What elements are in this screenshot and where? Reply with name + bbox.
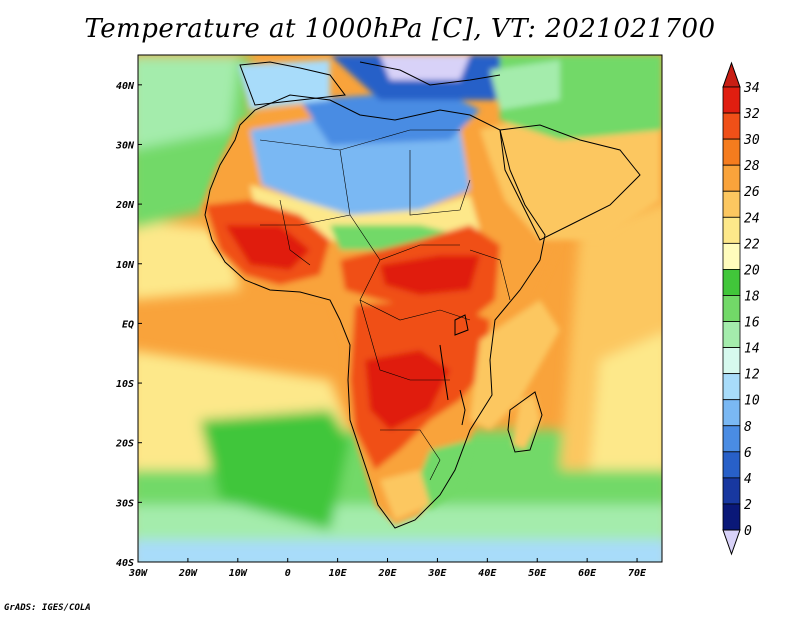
lon-tick-label: 70E (628, 568, 647, 579)
lat-tick-label: 10N (116, 260, 135, 271)
colorbar-label: 14 (744, 342, 760, 357)
colorbar-label: 0 (744, 524, 752, 539)
europe-coldest-zone (380, 55, 470, 80)
border-horn (469, 249, 511, 301)
border-west-africa (279, 199, 311, 266)
colorbar-segment (722, 86, 741, 114)
colorbar-under-triangle (722, 529, 741, 556)
colorbar-segment (722, 477, 741, 505)
land-temperature (200, 55, 662, 525)
lon-tick-label: 20E (377, 568, 397, 579)
lon-tick-label: 30E (427, 568, 447, 579)
country-borders (259, 129, 511, 481)
colorbar-segment (722, 269, 741, 296)
benguela-cool-zone (200, 410, 350, 530)
colorbar-segment (722, 503, 741, 531)
colorbar-label: 16 (744, 316, 760, 331)
southern-coldest-band (138, 540, 662, 562)
sahel-green-band (330, 225, 460, 250)
lon-tick-label: 0 (285, 568, 291, 579)
colorbar-segment (722, 216, 741, 244)
map-title: Temperature at 1000hPa [C], VT: 20210217… (84, 14, 716, 44)
border-sahel-east (409, 150, 471, 216)
colorbar-label: 24 (744, 211, 760, 226)
colorbar-segment (722, 295, 741, 322)
colorbar-label: 20 (744, 263, 760, 278)
colorbar-segment (722, 242, 741, 270)
colorbar-segment (722, 164, 741, 192)
colorbar-segment (722, 112, 741, 140)
arabia-warm-zone (480, 110, 660, 240)
colorbar-segment (722, 347, 741, 375)
colorbar-label: 12 (744, 368, 760, 383)
colorbar-label: 6 (744, 446, 752, 461)
colorbar-label: 32 (743, 107, 760, 122)
lat-tick-label: EQ (122, 319, 134, 330)
colorbar-segment (722, 399, 741, 427)
central-africa-hottest (380, 255, 480, 295)
lon-tick-label: 40E (478, 568, 497, 579)
lake-malawi (459, 389, 466, 426)
colorbar-label: 10 (744, 394, 760, 409)
map-frame (137, 54, 663, 563)
border-south-central (359, 299, 450, 381)
colorbar-segment (722, 425, 741, 453)
indian-ocean-south (590, 333, 662, 470)
lat-tick-label: 30N (115, 140, 135, 151)
arabia-coastline (499, 124, 641, 241)
colorbar-segment (722, 138, 741, 166)
europe-coastline (359, 61, 501, 86)
madagascar-coastline (507, 391, 543, 453)
north-atlantic-cool (138, 55, 240, 149)
cape-warm-zone (380, 470, 430, 520)
lon-tick-label: 60E (578, 568, 597, 579)
border-north (259, 129, 460, 151)
border-central (349, 214, 460, 261)
levant-cool-zone (490, 60, 560, 110)
colorbar-label: 30 (743, 133, 760, 148)
colorbar-segment (722, 451, 741, 479)
colorbar-label: 28 (744, 159, 760, 174)
lat-tick-label: 40S (116, 558, 134, 569)
border-southern (380, 429, 441, 481)
colorbar-segment (722, 190, 741, 218)
lon-tick-label: 30W (128, 568, 148, 579)
grads-credit: GrADS: IGES/COLA (4, 603, 91, 613)
madagascar-land (512, 395, 540, 450)
lon-tick-label: 20W (178, 568, 198, 579)
colorbar-label: 8 (744, 420, 752, 435)
colorbar-label: 26 (744, 185, 760, 200)
colorbar-segment (722, 321, 741, 348)
east-coast-warm (470, 300, 560, 430)
iberia-coastline (239, 61, 346, 106)
lon-tick-label: 50E (528, 568, 547, 579)
colorbar-over-triangle (722, 61, 741, 88)
border-congo (359, 259, 471, 321)
colorbar-label: 4 (744, 472, 752, 487)
lon-tick-label: 10W (229, 568, 248, 579)
colorbar-label: 22 (744, 237, 760, 252)
lake-victoria (454, 314, 469, 336)
lat-tick-label: 20N (115, 200, 135, 211)
map-axes: 30W 20W 10W 0 10E 20E 30E 40E 50E 60E 70E 40N 30N 20N… (115, 81, 647, 579)
lat-tick-label: 10S (116, 379, 134, 390)
lat-tick-label: 40N (116, 81, 135, 92)
colorbar-label: 34 (743, 81, 760, 96)
sahara-cool-zone (250, 120, 470, 215)
west-africa-hottest (225, 225, 310, 270)
lon-tick-label: 10E (329, 568, 348, 579)
lat-tick-label: 30S (115, 498, 134, 509)
mediterranean-cold-zone (300, 90, 480, 145)
temperature-field (138, 55, 662, 562)
border-sahel-west (260, 149, 351, 226)
lat-tick-label: 20S (115, 439, 134, 450)
coastlines (204, 61, 641, 529)
colorbar-label: 18 (744, 289, 760, 304)
southern-africa-hottest (365, 350, 450, 430)
africa-coastline (204, 94, 546, 529)
colorbar-segment (722, 373, 741, 401)
colorbar-label: 2 (744, 498, 752, 513)
